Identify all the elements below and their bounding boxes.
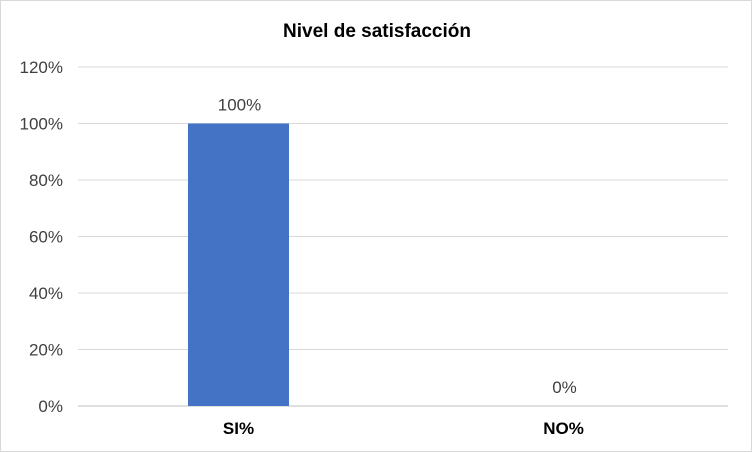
category-label: SI%: [223, 419, 254, 438]
data-label: 100%: [218, 96, 261, 115]
y-tick-label: 120%: [20, 58, 63, 77]
y-tick-label: 40%: [29, 284, 63, 303]
gridlines: [78, 66, 728, 407]
y-tick-label: 80%: [29, 171, 63, 190]
y-tick-label: 20%: [29, 341, 63, 360]
y-axis-ticks: 0% 20% 40% 60% 80% 100% 120%: [20, 58, 63, 416]
chart-title: Nivel de satisfacción: [283, 21, 471, 42]
y-tick-label: 60%: [29, 228, 63, 247]
bar: [188, 123, 289, 406]
category-label: NO%: [543, 419, 584, 438]
data-label: 0%: [552, 378, 577, 397]
data-labels: 100% 0%: [218, 96, 577, 398]
x-axis-categories: SI% NO%: [223, 419, 584, 438]
y-tick-label: 100%: [20, 115, 63, 134]
y-tick-label: 0%: [38, 397, 63, 416]
bars: [188, 123, 289, 406]
